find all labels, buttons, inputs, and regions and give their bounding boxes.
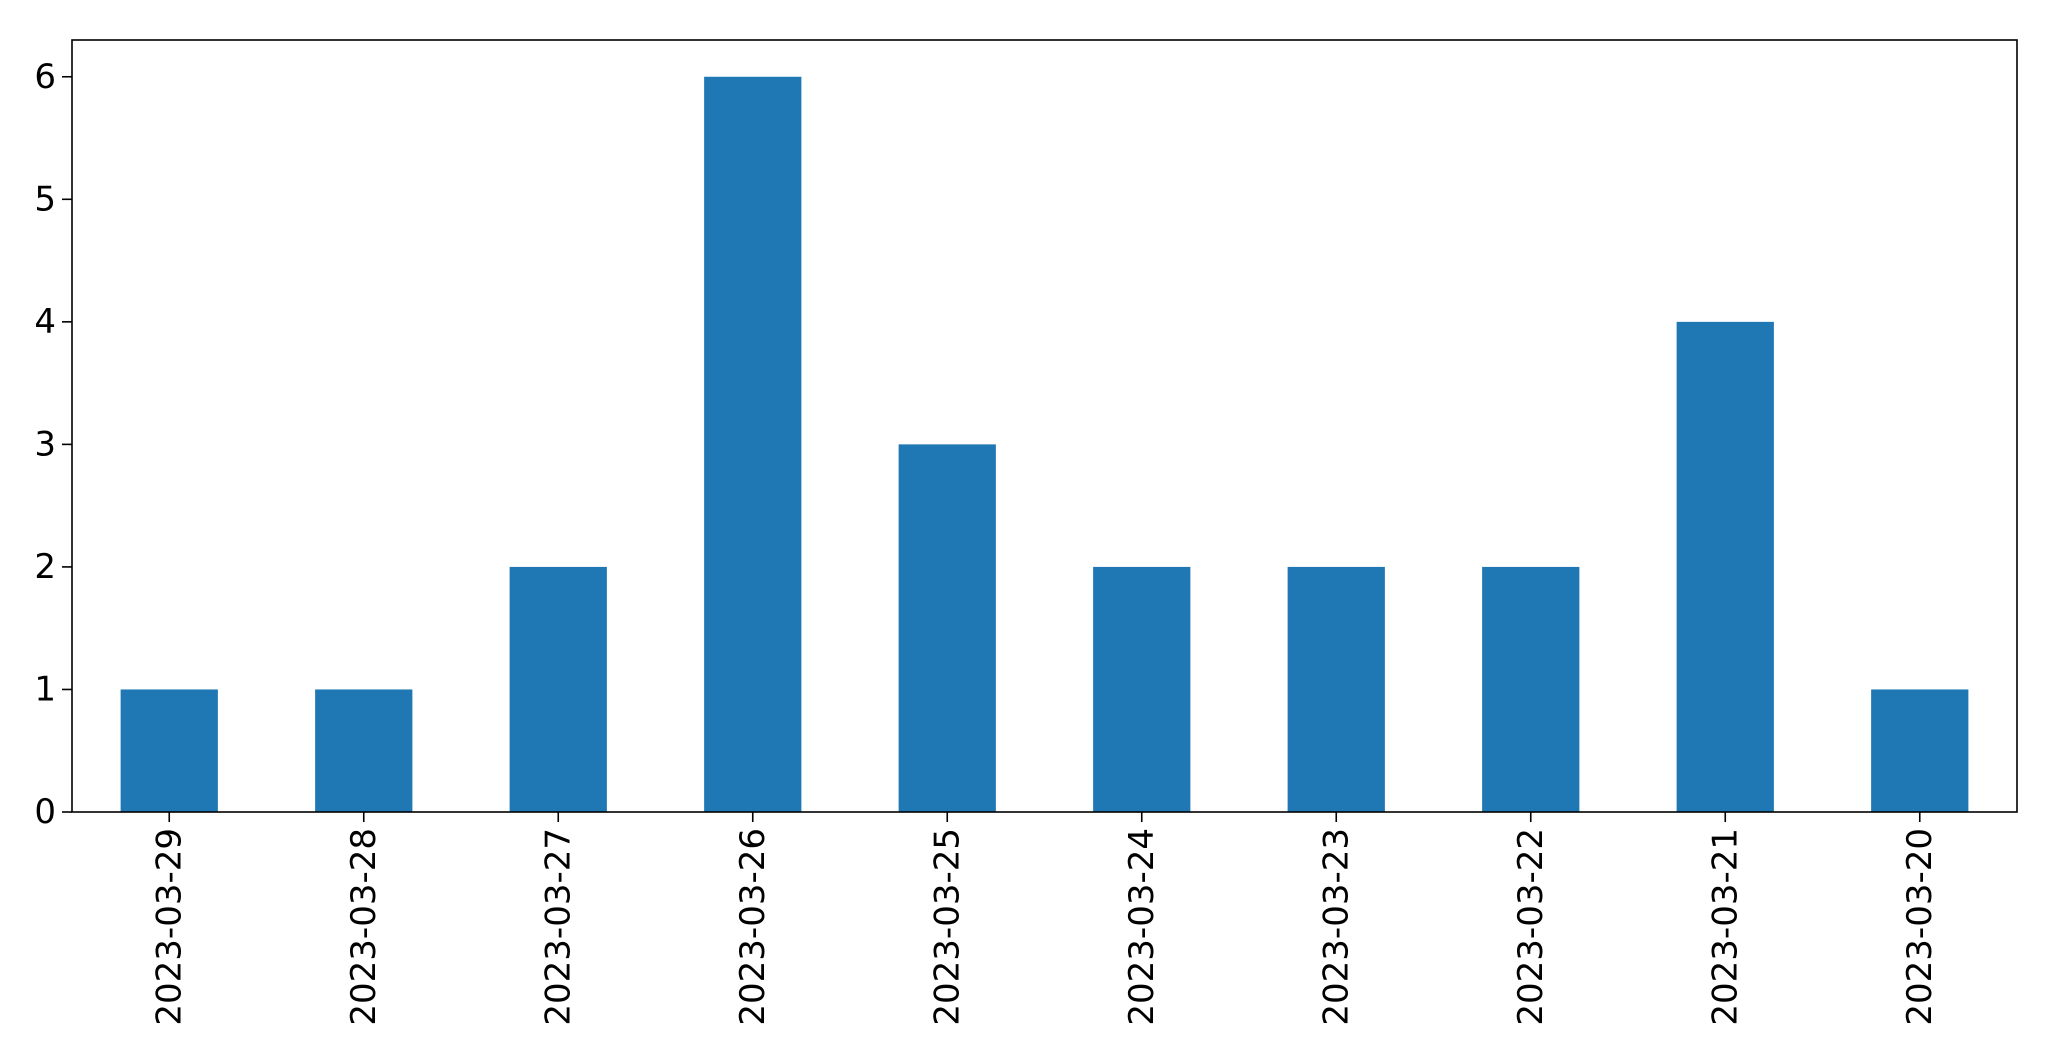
- y-tick-label: 4: [34, 302, 56, 342]
- x-tick-label: 2023-03-27: [538, 828, 578, 1026]
- bar-2023-03-24: [1093, 566, 1191, 812]
- x-tick-label: 2023-03-25: [927, 828, 967, 1026]
- bar-2023-03-27: [509, 566, 607, 812]
- x-tick-label: 2023-03-28: [344, 828, 384, 1026]
- plot-frame: [71, 39, 2018, 813]
- bar-2023-03-26: [704, 76, 802, 812]
- y-tick-label: 6: [34, 57, 56, 97]
- bar-2023-03-23: [1287, 566, 1385, 812]
- y-tick-label: 0: [34, 792, 56, 832]
- x-tick-label: 2023-03-23: [1316, 828, 1356, 1026]
- bar-2023-03-28: [315, 689, 413, 812]
- bar-2023-03-22: [1482, 566, 1580, 812]
- bar-2023-03-20: [1871, 689, 1969, 812]
- x-tick-label: 2023-03-21: [1705, 828, 1745, 1026]
- bar-2023-03-21: [1676, 321, 1774, 812]
- x-tick-label: 2023-03-22: [1511, 828, 1551, 1026]
- y-tick-label: 2: [34, 547, 56, 587]
- y-tick-label: 3: [34, 424, 56, 464]
- x-axis: 2023-03-29 2023-03-28 2023-03-27 2023-03-26…: [149, 812, 1940, 1026]
- x-tick-label: 2023-03-29: [149, 828, 189, 1026]
- x-tick-label: 2023-03-26: [733, 828, 773, 1026]
- bar-2023-03-29: [120, 689, 218, 812]
- y-axis: 0 1 2 3 4 5 6: [34, 57, 72, 832]
- y-tick-label: 1: [34, 669, 56, 709]
- x-tick-label: 2023-03-20: [1900, 828, 1940, 1026]
- y-tick-label: 5: [34, 179, 56, 219]
- bar-series: [120, 76, 1969, 812]
- x-tick-label: 2023-03-24: [1122, 828, 1162, 1026]
- bar-2023-03-25: [898, 444, 996, 812]
